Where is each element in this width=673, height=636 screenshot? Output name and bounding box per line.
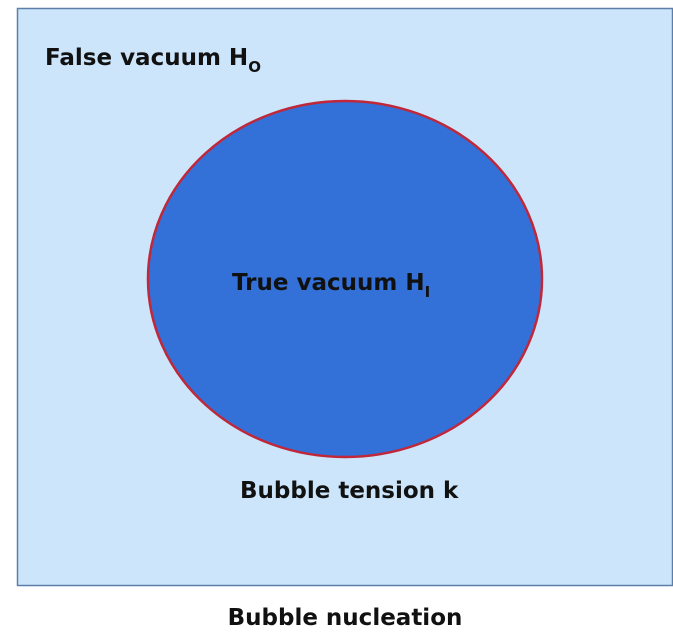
outer-label: False vacuum HO — [45, 45, 261, 76]
caption: Bubble nucleation — [228, 605, 463, 631]
tension-label: Bubble tension k — [240, 478, 459, 504]
outer-label-text: False vacuum H — [45, 45, 248, 71]
true-vacuum-bubble — [146, 99, 544, 459]
bubble-label: True vacuum HI — [232, 270, 430, 301]
bubble-label-text: True vacuum H — [232, 270, 425, 296]
bubble-label-subscript: I — [425, 283, 431, 301]
outer-label-subscript: O — [248, 58, 261, 76]
